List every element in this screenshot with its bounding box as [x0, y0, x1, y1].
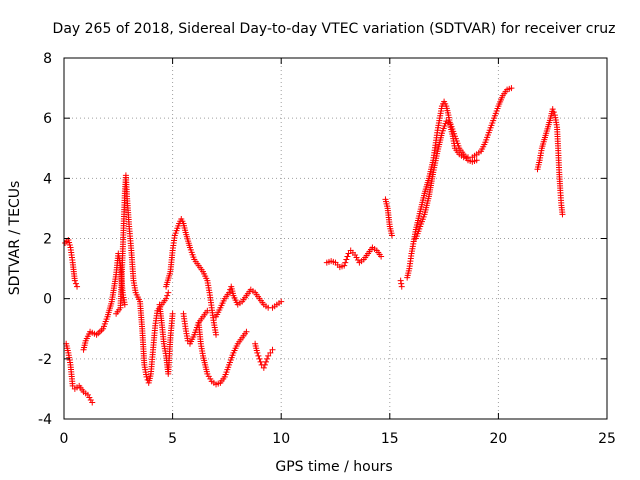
data-point [354, 257, 361, 264]
data-point [278, 298, 285, 305]
data-point [255, 352, 262, 359]
data-point [398, 280, 405, 287]
data-point [344, 253, 351, 260]
data-point [264, 355, 271, 362]
x-tick-label: 15 [381, 431, 399, 447]
x-tick-label: 10 [272, 431, 290, 447]
x-tick-label: 20 [489, 431, 507, 447]
data-point [74, 283, 81, 290]
data-point [267, 349, 274, 356]
data-point [353, 254, 360, 261]
data-point [257, 358, 264, 365]
data-point [165, 289, 172, 296]
data-point [343, 256, 350, 263]
y-tick-label: 2 [43, 232, 52, 248]
data-point [341, 262, 348, 269]
data-point [388, 232, 395, 239]
chart-title: Day 265 of 2018, Sidereal Day-to-day VTE… [53, 21, 616, 37]
data-point [84, 391, 91, 398]
data-point [345, 250, 352, 257]
x-tick-label: 5 [168, 431, 177, 447]
y-tick-label: -4 [38, 412, 52, 428]
y-tick-label: 0 [43, 292, 52, 308]
data-point [508, 85, 515, 92]
data-point [398, 283, 405, 290]
data-point [163, 295, 170, 302]
data-point [342, 259, 349, 266]
data-point [204, 307, 211, 314]
data-point [260, 364, 267, 371]
x-axis-label: GPS time / hours [275, 459, 392, 475]
y-tick-label: -2 [38, 352, 52, 368]
data-point [86, 394, 93, 401]
data-point [66, 242, 73, 249]
x-tick-label: 0 [60, 431, 69, 447]
data-point [261, 361, 268, 368]
data-point [169, 310, 176, 317]
data-point [184, 337, 191, 344]
data-point [143, 373, 150, 380]
x-tick-label: 25 [598, 431, 616, 447]
data-point [213, 331, 220, 338]
data-point [204, 370, 211, 377]
y-tick-label: 6 [43, 111, 52, 127]
axis-ticks: 0 5 10 15 20 25 -4 -2 0 2 4 6 8 [38, 51, 616, 447]
data-point [89, 399, 96, 406]
data-point [72, 280, 79, 287]
data-point [205, 373, 212, 380]
data-point [352, 252, 359, 259]
data-point [243, 328, 250, 335]
data-point [71, 277, 78, 284]
data-point [265, 352, 272, 359]
data-point [87, 396, 94, 403]
y-tick-label: 8 [43, 51, 52, 67]
data-point [473, 157, 480, 164]
data-point [397, 277, 404, 284]
data-point [121, 301, 128, 308]
data-point [550, 109, 557, 116]
data-point [254, 349, 261, 356]
grid-lines [64, 58, 607, 419]
data-points [62, 85, 566, 406]
data-point [549, 106, 556, 113]
data-point [269, 346, 276, 353]
y-axis-label: SDTVAR / TECUs [7, 181, 23, 296]
data-point [69, 382, 76, 389]
data-point [207, 375, 214, 382]
data-point [66, 239, 73, 246]
y-tick-label: 4 [43, 171, 52, 187]
data-point [226, 289, 233, 296]
data-point [262, 358, 269, 365]
data-point [378, 253, 385, 260]
data-point [559, 211, 566, 218]
data-point [164, 292, 171, 299]
data-point [256, 355, 263, 362]
